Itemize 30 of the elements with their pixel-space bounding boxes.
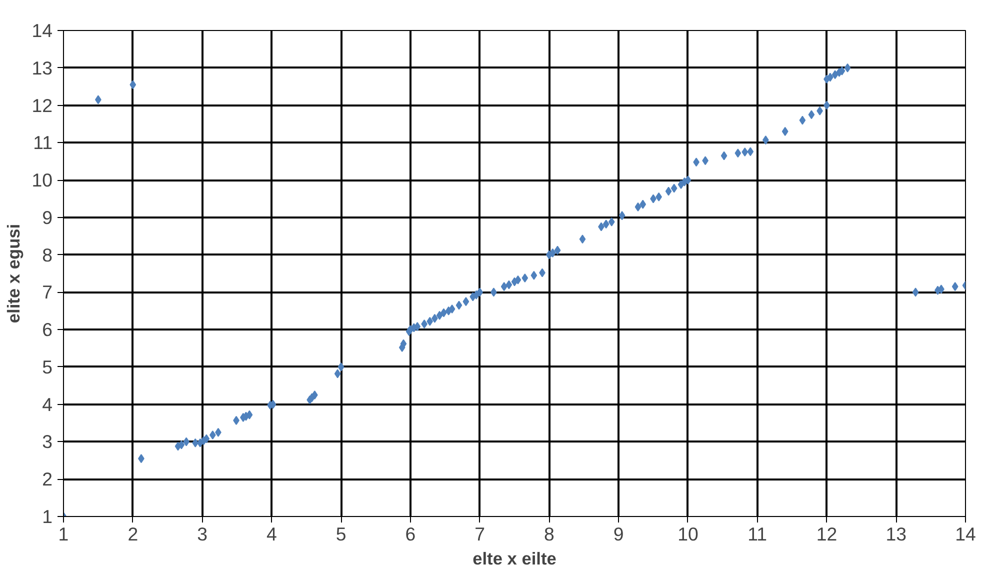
y-tick-label: 4 <box>42 394 53 415</box>
x-tick-label: 10 <box>678 524 698 544</box>
y-tick-label: 9 <box>42 206 53 228</box>
y-tick-label: 1 <box>42 506 53 527</box>
y-tick-label: 13 <box>32 57 53 78</box>
y-tick-label: 5 <box>42 356 53 378</box>
x-tick-label: 9 <box>613 524 624 544</box>
x-tick-label: 8 <box>544 524 554 544</box>
x-tick-label: 6 <box>405 524 416 544</box>
y-tick-label: 7 <box>42 282 53 303</box>
x-tick-label: 1 <box>58 524 69 544</box>
y-tick-label: 8 <box>42 244 53 266</box>
x-tick-label: 14 <box>955 524 976 544</box>
y-tick-label: 6 <box>42 319 53 340</box>
y-tick-label: 2 <box>42 468 53 490</box>
y-tick-label: 11 <box>33 132 53 154</box>
y-tick-label: 12 <box>32 94 53 116</box>
y-tick-label: 14 <box>32 20 53 41</box>
x-tick-label: 13 <box>886 524 907 544</box>
x-tick-label: 11 <box>748 524 768 544</box>
x-tick-label: 4 <box>266 524 277 544</box>
x-tick-label: 7 <box>474 524 486 544</box>
y-tick-label: 10 <box>32 170 53 191</box>
y-tick-label: 3 <box>42 431 53 452</box>
y-axis-title: elite x egusi <box>4 224 24 324</box>
x-tick-label: 5 <box>336 524 346 544</box>
x-axis-title: elte x eilte <box>472 548 557 568</box>
x-tick-label: 12 <box>816 524 838 544</box>
x-tick-label: 3 <box>197 524 208 544</box>
x-tick-label: 2 <box>128 524 138 544</box>
